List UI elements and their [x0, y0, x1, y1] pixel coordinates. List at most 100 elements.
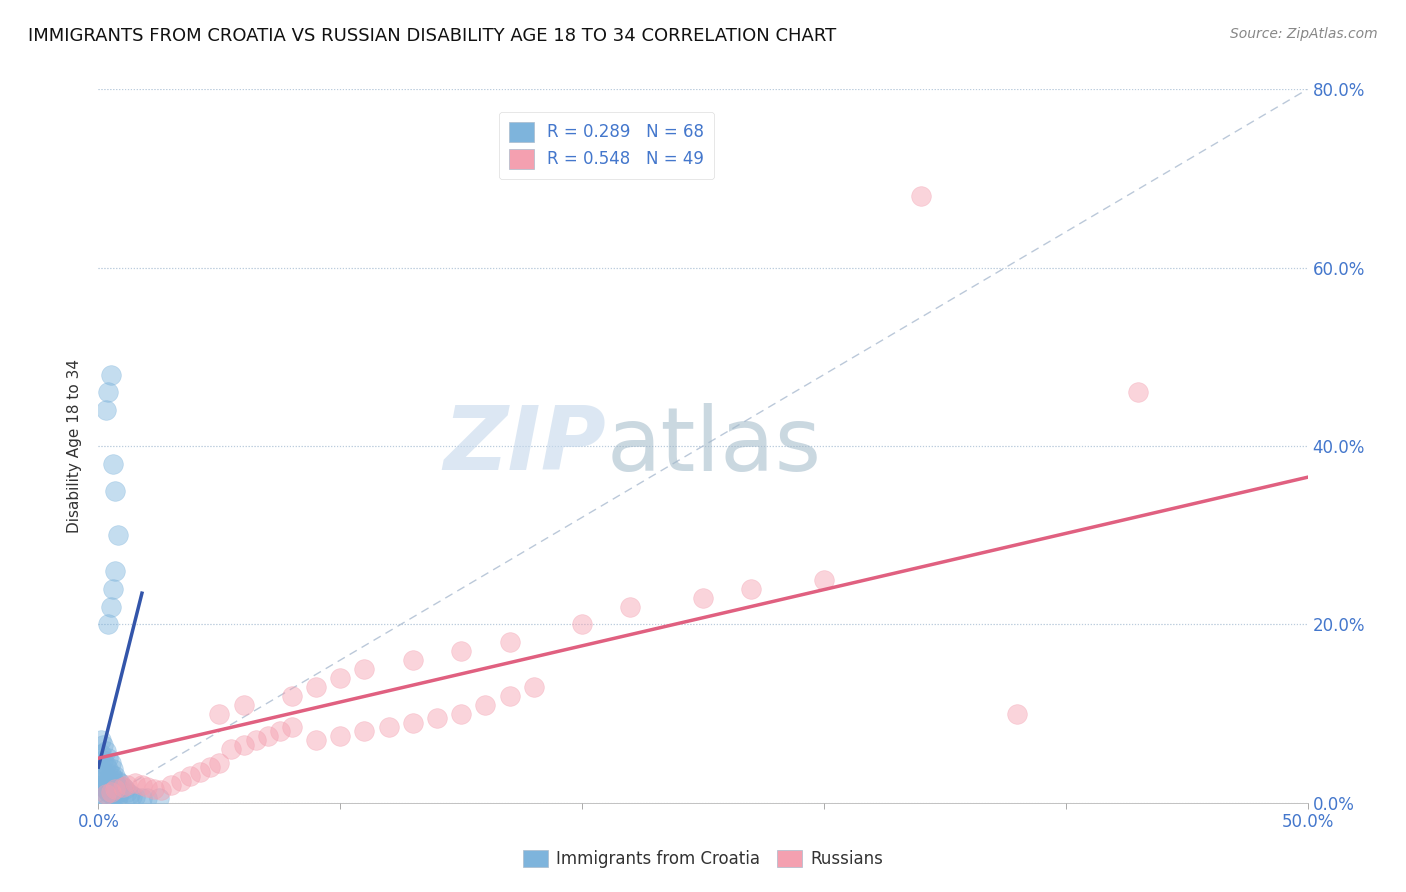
Point [1007, 706, 1029, 721]
Point [474, 698, 496, 712]
Legend: Immigrants from Croatia, Russians: Immigrants from Croatia, Russians [516, 843, 890, 875]
Point [148, 791, 170, 805]
Point [108, 776, 131, 790]
Text: atlas: atlas [606, 402, 821, 490]
Text: ZIP: ZIP [443, 402, 606, 490]
Point [377, 720, 399, 734]
Point [179, 769, 201, 783]
Point [101, 457, 124, 471]
Point [121, 789, 143, 803]
Point [104, 789, 127, 803]
Point [426, 711, 449, 725]
Point [97, 385, 120, 400]
Point [498, 635, 520, 649]
Point [94, 787, 117, 801]
Point [107, 780, 129, 794]
Point [100, 756, 122, 770]
Point [100, 782, 122, 797]
Point [91, 789, 114, 803]
Point [94, 769, 117, 783]
Point [101, 762, 124, 776]
Point [160, 778, 183, 792]
Point [91, 738, 114, 752]
Point [169, 773, 191, 788]
Point [90, 733, 112, 747]
Point [692, 591, 714, 605]
Point [104, 787, 127, 801]
Point [619, 599, 641, 614]
Point [910, 189, 932, 203]
Point [117, 785, 139, 799]
Point [90, 769, 112, 783]
Point [97, 773, 120, 788]
Point [114, 782, 136, 797]
Point [107, 789, 129, 803]
Y-axis label: Disability Age 18 to 34: Disability Age 18 to 34 [67, 359, 83, 533]
Point [104, 483, 127, 498]
Point [100, 599, 122, 614]
Point [90, 760, 112, 774]
Point [111, 780, 134, 794]
Point [91, 773, 114, 788]
Point [91, 764, 114, 779]
Point [131, 778, 153, 792]
Point [100, 778, 122, 792]
Point [208, 706, 231, 721]
Point [101, 582, 124, 596]
Point [256, 729, 278, 743]
Point [450, 706, 472, 721]
Point [107, 780, 129, 794]
Point [135, 791, 157, 805]
Point [94, 403, 117, 417]
Point [117, 778, 139, 792]
Point [100, 782, 122, 797]
Point [107, 787, 129, 801]
Point [97, 762, 120, 776]
Text: IMMIGRANTS FROM CROATIA VS RUSSIAN DISABILITY AGE 18 TO 34 CORRELATION CHART: IMMIGRANTS FROM CROATIA VS RUSSIAN DISAB… [28, 27, 837, 45]
Point [97, 785, 120, 799]
Point [94, 787, 117, 801]
Point [107, 528, 129, 542]
Point [107, 790, 129, 805]
Point [90, 778, 112, 792]
Point [208, 756, 231, 770]
Point [91, 780, 114, 794]
Text: Source: ZipAtlas.com: Source: ZipAtlas.com [1230, 27, 1378, 41]
Point [104, 776, 127, 790]
Point [90, 791, 112, 805]
Point [104, 782, 127, 797]
Point [305, 733, 328, 747]
Point [94, 758, 117, 772]
Point [450, 644, 472, 658]
Point [135, 780, 157, 794]
Legend: R = 0.289   N = 68, R = 0.548   N = 49: R = 0.289 N = 68, R = 0.548 N = 49 [499, 112, 714, 179]
Point [353, 724, 375, 739]
Point [101, 782, 124, 797]
Point [124, 790, 146, 805]
Point [221, 742, 243, 756]
Point [523, 680, 546, 694]
Point [118, 787, 141, 801]
Point [97, 785, 120, 799]
Point [104, 769, 127, 783]
Point [329, 729, 352, 743]
Point [100, 785, 122, 799]
Point [571, 617, 593, 632]
Point [100, 787, 122, 801]
Point [91, 753, 114, 767]
Point [97, 617, 120, 632]
Point [498, 689, 520, 703]
Point [100, 368, 122, 382]
Point [402, 653, 425, 667]
Point [232, 738, 254, 752]
Point [329, 671, 352, 685]
Point [232, 698, 254, 712]
Point [90, 747, 112, 761]
Point [281, 720, 304, 734]
Point [107, 773, 129, 788]
Point [1128, 385, 1150, 400]
Point [101, 787, 124, 801]
Point [100, 767, 122, 781]
Point [104, 564, 127, 578]
Point [150, 783, 173, 797]
